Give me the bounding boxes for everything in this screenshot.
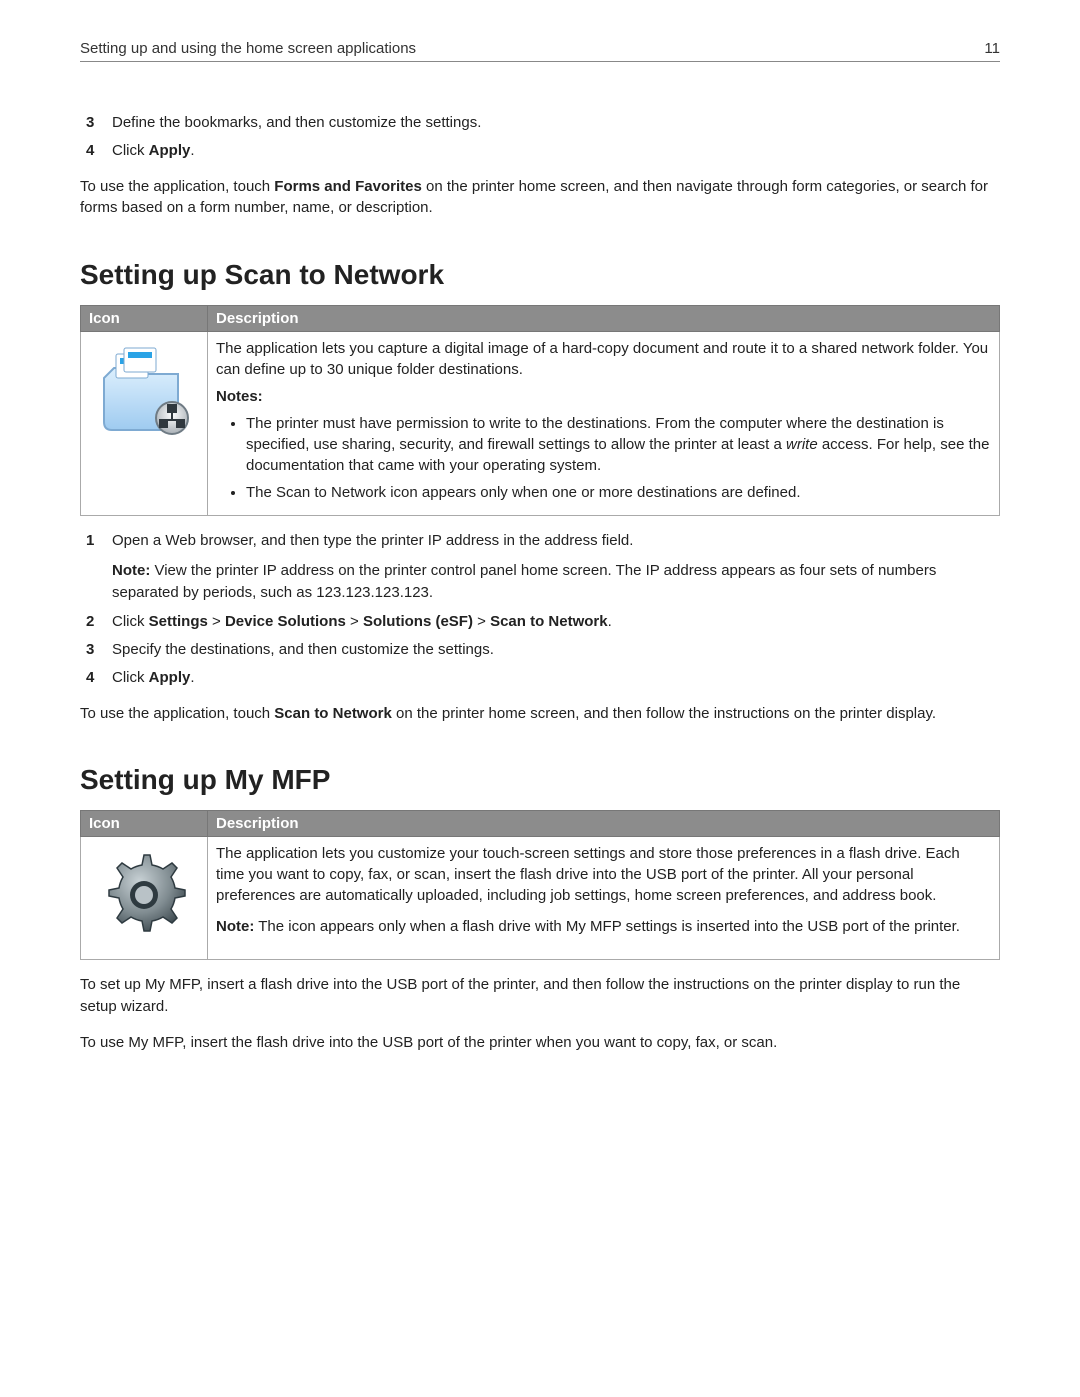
running-header-title: Setting up and using the home screen app… [80, 40, 416, 57]
scan-to-network-folder-icon [94, 340, 194, 440]
note-paragraph: Note: The icon appears only when a flash… [216, 916, 991, 937]
step-text: Click Apply. [112, 142, 195, 159]
step-number: 4 [86, 140, 94, 162]
step-text: Specify the destinations, and then custo… [112, 641, 494, 658]
step-number: 3 [86, 112, 94, 134]
col-header-icon: Icon [81, 306, 208, 332]
s2-para-1: To set up My MFP, insert a flash drive i… [80, 974, 1000, 1018]
icon-cell [81, 837, 208, 960]
list-item: The Scan to Network icon appears only wh… [246, 482, 991, 503]
heading-scan-to-network: Setting up Scan to Network [80, 259, 1000, 291]
intro-paragraph: To use the application, touch Forms and … [80, 176, 1000, 220]
table-row: The application lets you capture a digit… [81, 332, 1000, 516]
list-item: The printer must have permission to writ… [246, 413, 991, 476]
table-row: The application lets you customize your … [81, 837, 1000, 960]
s1-step-1: 1 Open a Web browser, and then type the … [80, 530, 1000, 552]
step-number: 4 [86, 667, 94, 689]
col-header-icon: Icon [81, 811, 208, 837]
scan-to-network-table: Icon Description [80, 305, 1000, 516]
s1-step-3: 3 Specify the destinations, and then cus… [80, 639, 1000, 661]
col-header-description: Description [208, 306, 1000, 332]
s1-step-1-note: Note: View the printer IP address on the… [80, 560, 1000, 604]
heading-my-mfp: Setting up My MFP [80, 764, 1000, 796]
page-number: 11 [984, 40, 1000, 57]
s1-step-4: 4 Click Apply. [80, 667, 1000, 689]
notes-label: Notes: [216, 386, 991, 407]
step-text: Open a Web browser, and then type the pr… [112, 532, 633, 549]
s2-para-2: To use My MFP, insert the flash drive in… [80, 1032, 1000, 1054]
s1-outro: To use the application, touch Scan to Ne… [80, 703, 1000, 725]
description-cell: The application lets you customize your … [208, 837, 1000, 960]
step-text: Define the bookmarks, and then customize… [112, 114, 481, 131]
step-number: 3 [86, 639, 94, 661]
intro-step-3: 3 Define the bookmarks, and then customi… [80, 112, 1000, 134]
description-text: The application lets you customize your … [216, 845, 960, 904]
running-header: Setting up and using the home screen app… [80, 40, 1000, 62]
step-text: Click Apply. [112, 669, 195, 686]
step-text: Click Settings > Device Solutions > Solu… [112, 613, 612, 630]
description-cell: The application lets you capture a digit… [208, 332, 1000, 516]
step-number: 1 [86, 530, 94, 552]
icon-cell [81, 332, 208, 516]
my-mfp-table: Icon Description [80, 810, 1000, 960]
gear-icon [94, 845, 194, 945]
col-header-description: Description [208, 811, 1000, 837]
step-number: 2 [86, 611, 94, 633]
intro-step-4: 4 Click Apply. [80, 140, 1000, 162]
s1-step-2: 2 Click Settings > Device Solutions > So… [80, 611, 1000, 633]
description-text: The application lets you capture a digit… [216, 340, 988, 378]
notes-list: The printer must have permission to writ… [216, 413, 991, 503]
